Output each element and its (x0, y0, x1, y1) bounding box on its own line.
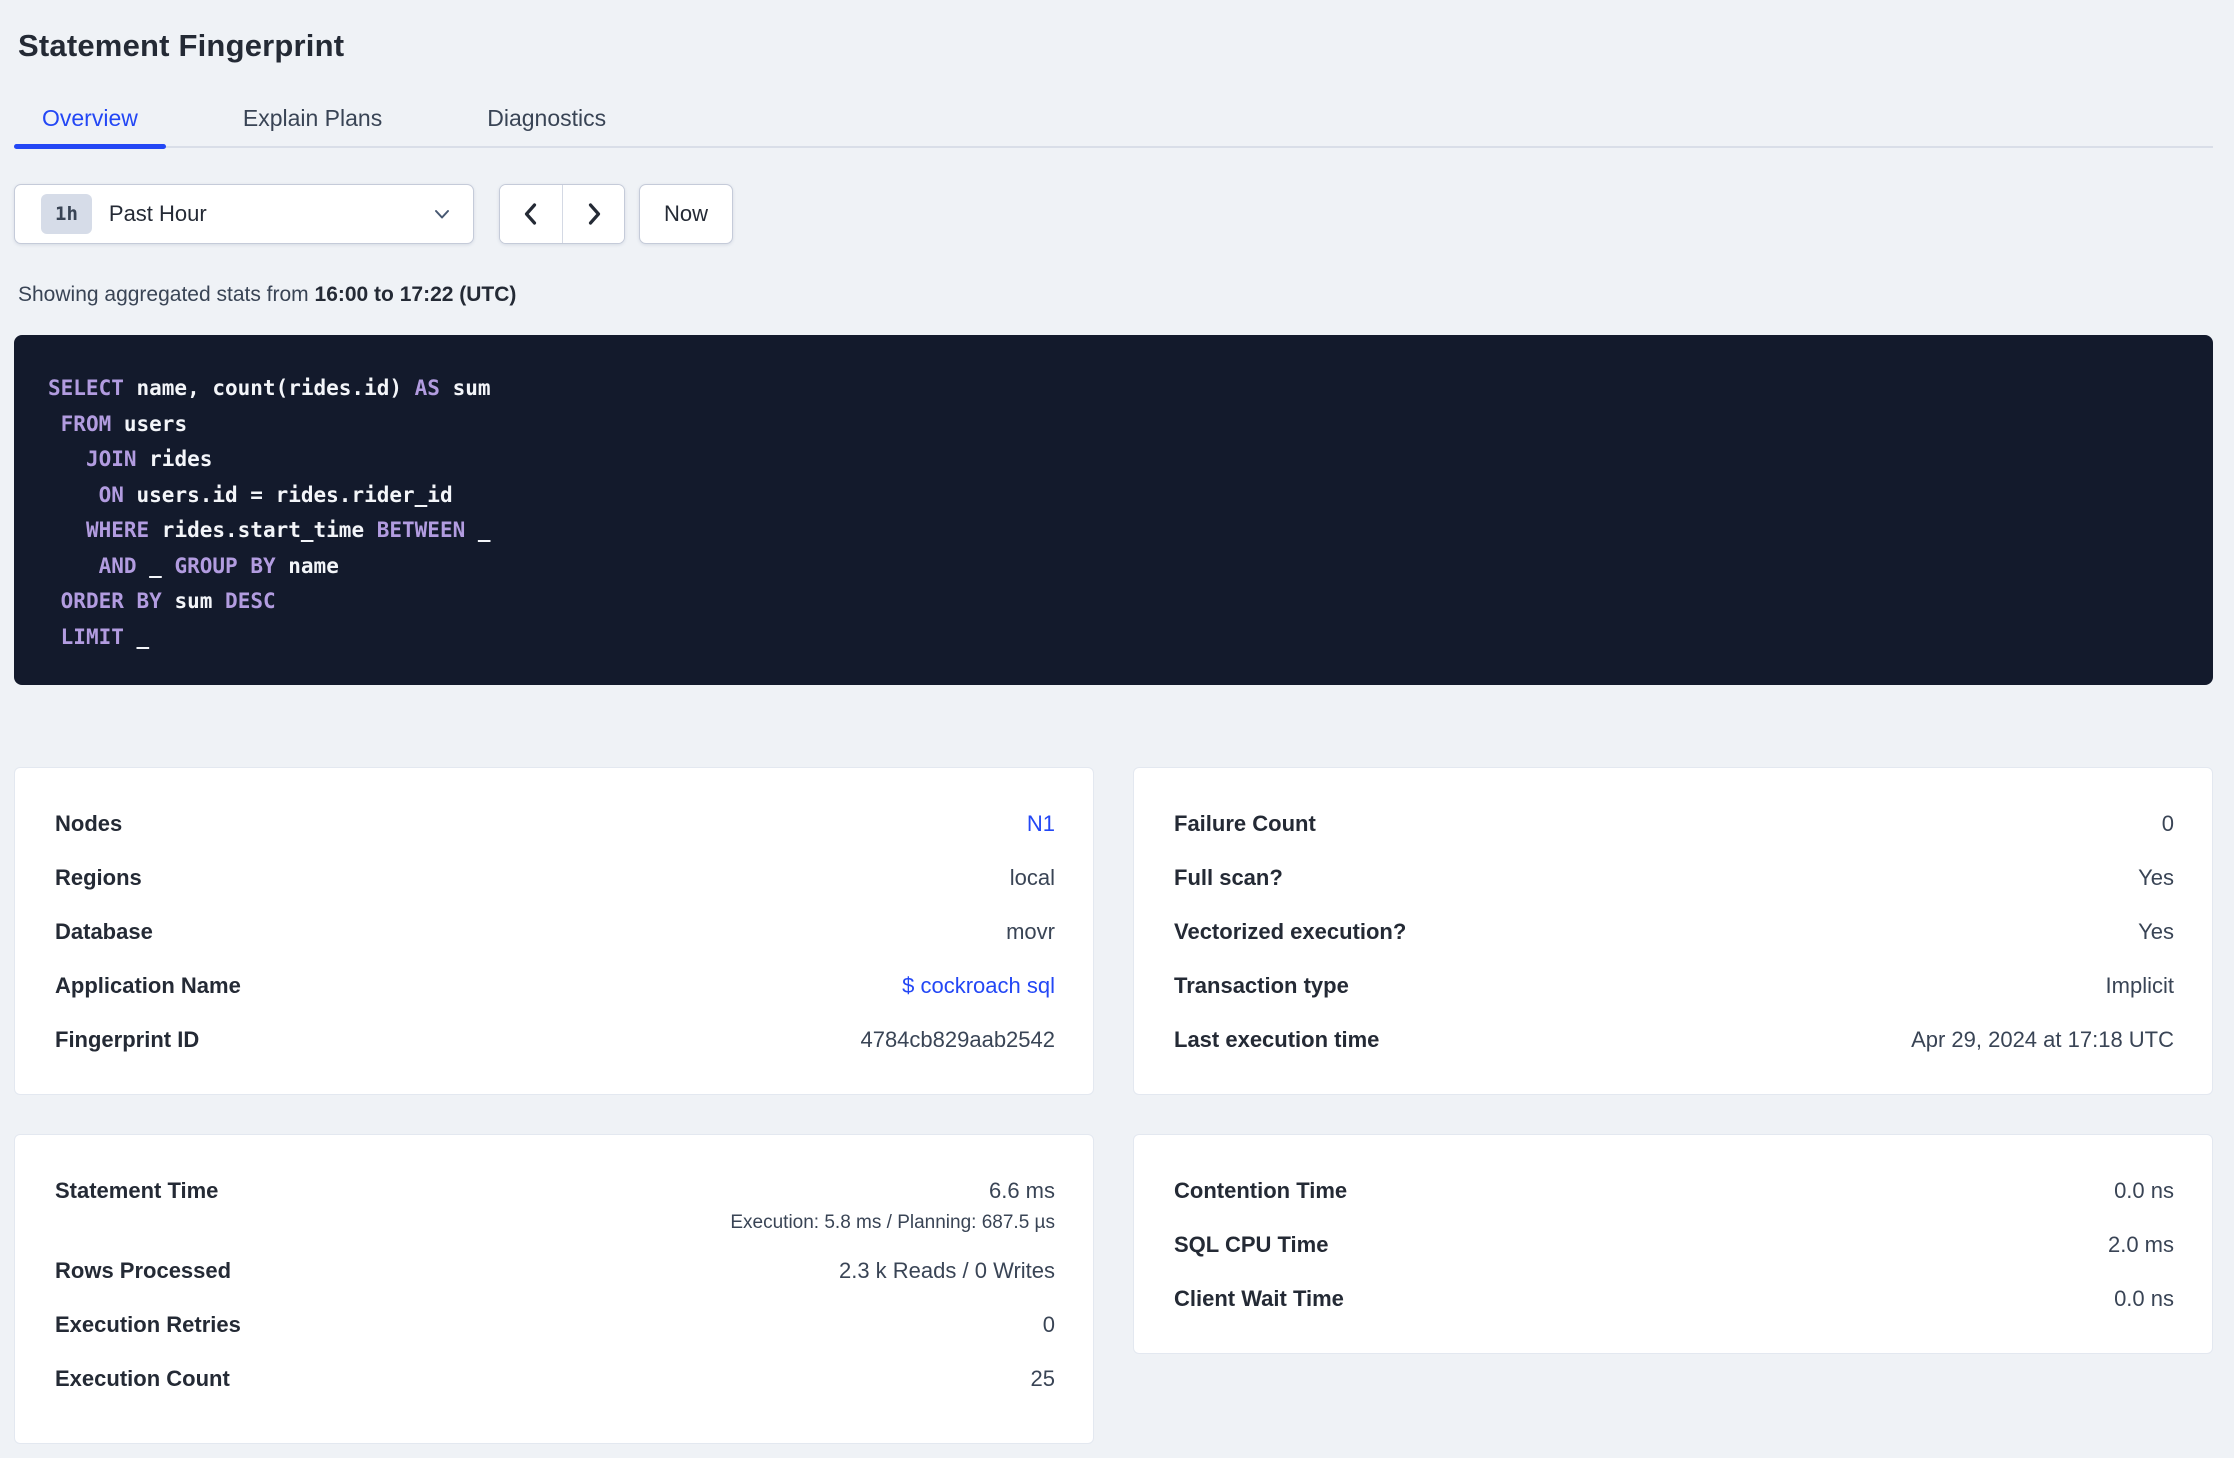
stats-line-prefix: Showing aggregated stats from (18, 283, 315, 306)
row-value: local (1009, 865, 1055, 890)
time-pager (499, 184, 625, 244)
row-value: Yes (2138, 919, 2174, 944)
detail-row-full-scan: Full scan? Yes (1174, 864, 2174, 892)
row-value: 0 (1042, 1312, 1055, 1337)
row-label: Last execution time (1174, 1027, 1380, 1052)
time-controls: 1h Past Hour (14, 184, 2213, 244)
detail-row-rows-processed: Rows Processed 2.3 k Reads / 0 Writes (55, 1257, 1055, 1285)
row-label: Full scan? (1174, 865, 1283, 890)
page-title: Statement Fingerprint (18, 28, 345, 63)
row-label: Client Wait Time (1174, 1286, 1344, 1311)
detail-row-contention-time: Contention Time 0.0 ns (1174, 1177, 2174, 1205)
sql-statement-text: SELECT name, count(rides.id) AS sum FROM… (48, 376, 491, 649)
detail-row-execution-count: Execution Count 25 (55, 1365, 1055, 1393)
chevron-left-icon (519, 201, 543, 227)
row-label: Rows Processed (55, 1258, 232, 1283)
statement-details-card: Nodes N1 Regions local Database movr App… (14, 767, 1094, 1095)
detail-row-database: Database movr (55, 918, 1055, 946)
detail-row-application-name: Application Name $ cockroach sql (55, 972, 1055, 1000)
time-range-badge: 1h (41, 194, 92, 234)
statement-time-breakdown: Execution: 5.8 ms / Planning: 687.5 µs (730, 1212, 1055, 1233)
detail-row-statement-time: Statement Time 6.6 ms (55, 1177, 1055, 1205)
chevron-right-icon (582, 201, 606, 227)
execution-attributes-card: Failure Count 0 Full scan? Yes Vectorize… (1133, 767, 2213, 1095)
sql-statement-box: SELECT name, count(rides.id) AS sum FROM… (14, 335, 2213, 685)
row-label: Execution Retries (55, 1312, 241, 1337)
row-value: movr (1006, 919, 1055, 944)
detail-row-vectorized-execution: Vectorized execution? Yes (1174, 918, 2174, 946)
row-value: 2.3 k Reads / 0 Writes (838, 1258, 1055, 1283)
tab-explain-plans-label: Explain Plans (242, 104, 383, 131)
row-value: Yes (2138, 865, 2174, 890)
timing-cards-row: Statement Time 6.6 ms Execution: 5.8 ms … (14, 1134, 2213, 1444)
row-label: Database (55, 919, 153, 944)
row-label: Execution Count (55, 1366, 230, 1391)
tab-diagnostics-label: Diagnostics (487, 104, 607, 131)
row-value: Apr 29, 2024 at 17:18 UTC (1911, 1027, 2174, 1052)
row-value: 25 (1030, 1366, 1055, 1391)
nodes-link[interactable]: N1 (1026, 811, 1055, 836)
row-value: 2.0 ms (2107, 1232, 2174, 1257)
tab-bar: Overview Explain Plans Diagnostics (14, 90, 2213, 149)
row-value: 0.0 ns (2114, 1178, 2174, 1203)
row-value: 0.0 ns (2114, 1286, 2174, 1311)
row-label: SQL CPU Time (1174, 1232, 1329, 1257)
tab-overview-label: Overview (42, 104, 138, 131)
tab-explain-plans[interactable]: Explain Plans (215, 90, 410, 146)
row-label: Vectorized execution? (1174, 919, 1407, 944)
aggregated-stats-line: Showing aggregated stats from 16:00 to 1… (18, 282, 2213, 308)
row-value: Implicit (2105, 973, 2174, 998)
row-label: Application Name (55, 973, 241, 998)
row-value: 6.6 ms (988, 1178, 1055, 1203)
chevron-down-icon (431, 203, 453, 225)
row-label: Contention Time (1174, 1178, 1348, 1203)
stats-line-range: 16:00 to 17:22 (UTC) (314, 283, 517, 306)
previous-time-button[interactable] (500, 185, 562, 243)
detail-row-last-execution-time: Last execution time Apr 29, 2024 at 17:1… (1174, 1026, 2174, 1054)
summary-cards-row: Nodes N1 Regions local Database movr App… (14, 767, 2213, 1095)
time-range-label: Past Hour (108, 201, 207, 226)
row-label: Failure Count (1174, 811, 1316, 836)
detail-row-nodes: Nodes N1 (55, 810, 1055, 838)
time-range-dropdown[interactable]: 1h Past Hour (14, 184, 474, 244)
detail-row-failure-count: Failure Count 0 (1174, 810, 2174, 838)
detail-row-sql-cpu-time: SQL CPU Time 2.0 ms (1174, 1231, 2174, 1259)
detail-row-fingerprint-id: Fingerprint ID 4784cb829aab2542 (55, 1026, 1055, 1054)
row-label: Statement Time (55, 1178, 219, 1203)
detail-row-regions: Regions local (55, 864, 1055, 892)
next-time-button[interactable] (562, 185, 624, 243)
row-value: 4784cb829aab2542 (860, 1027, 1055, 1052)
application-name-link[interactable]: $ cockroach sql (902, 973, 1055, 998)
row-value: 0 (2161, 811, 2174, 836)
statement-times-card: Statement Time 6.6 ms Execution: 5.8 ms … (14, 1134, 1094, 1444)
detail-row-transaction-type: Transaction type Implicit (1174, 972, 2174, 1000)
tab-diagnostics[interactable]: Diagnostics (459, 90, 634, 146)
active-tab-underline (14, 144, 166, 149)
row-label: Nodes (55, 811, 123, 836)
now-button[interactable]: Now (639, 184, 733, 244)
row-label: Regions (55, 865, 142, 890)
tab-overview[interactable]: Overview (14, 90, 166, 149)
detail-row-execution-retries: Execution Retries 0 (55, 1311, 1055, 1339)
wait-times-card: Contention Time 0.0 ns SQL CPU Time 2.0 … (1133, 1134, 2213, 1354)
row-label: Fingerprint ID (55, 1027, 200, 1052)
detail-row-client-wait-time: Client Wait Time 0.0 ns (1174, 1285, 2174, 1313)
row-label: Transaction type (1174, 973, 1349, 998)
